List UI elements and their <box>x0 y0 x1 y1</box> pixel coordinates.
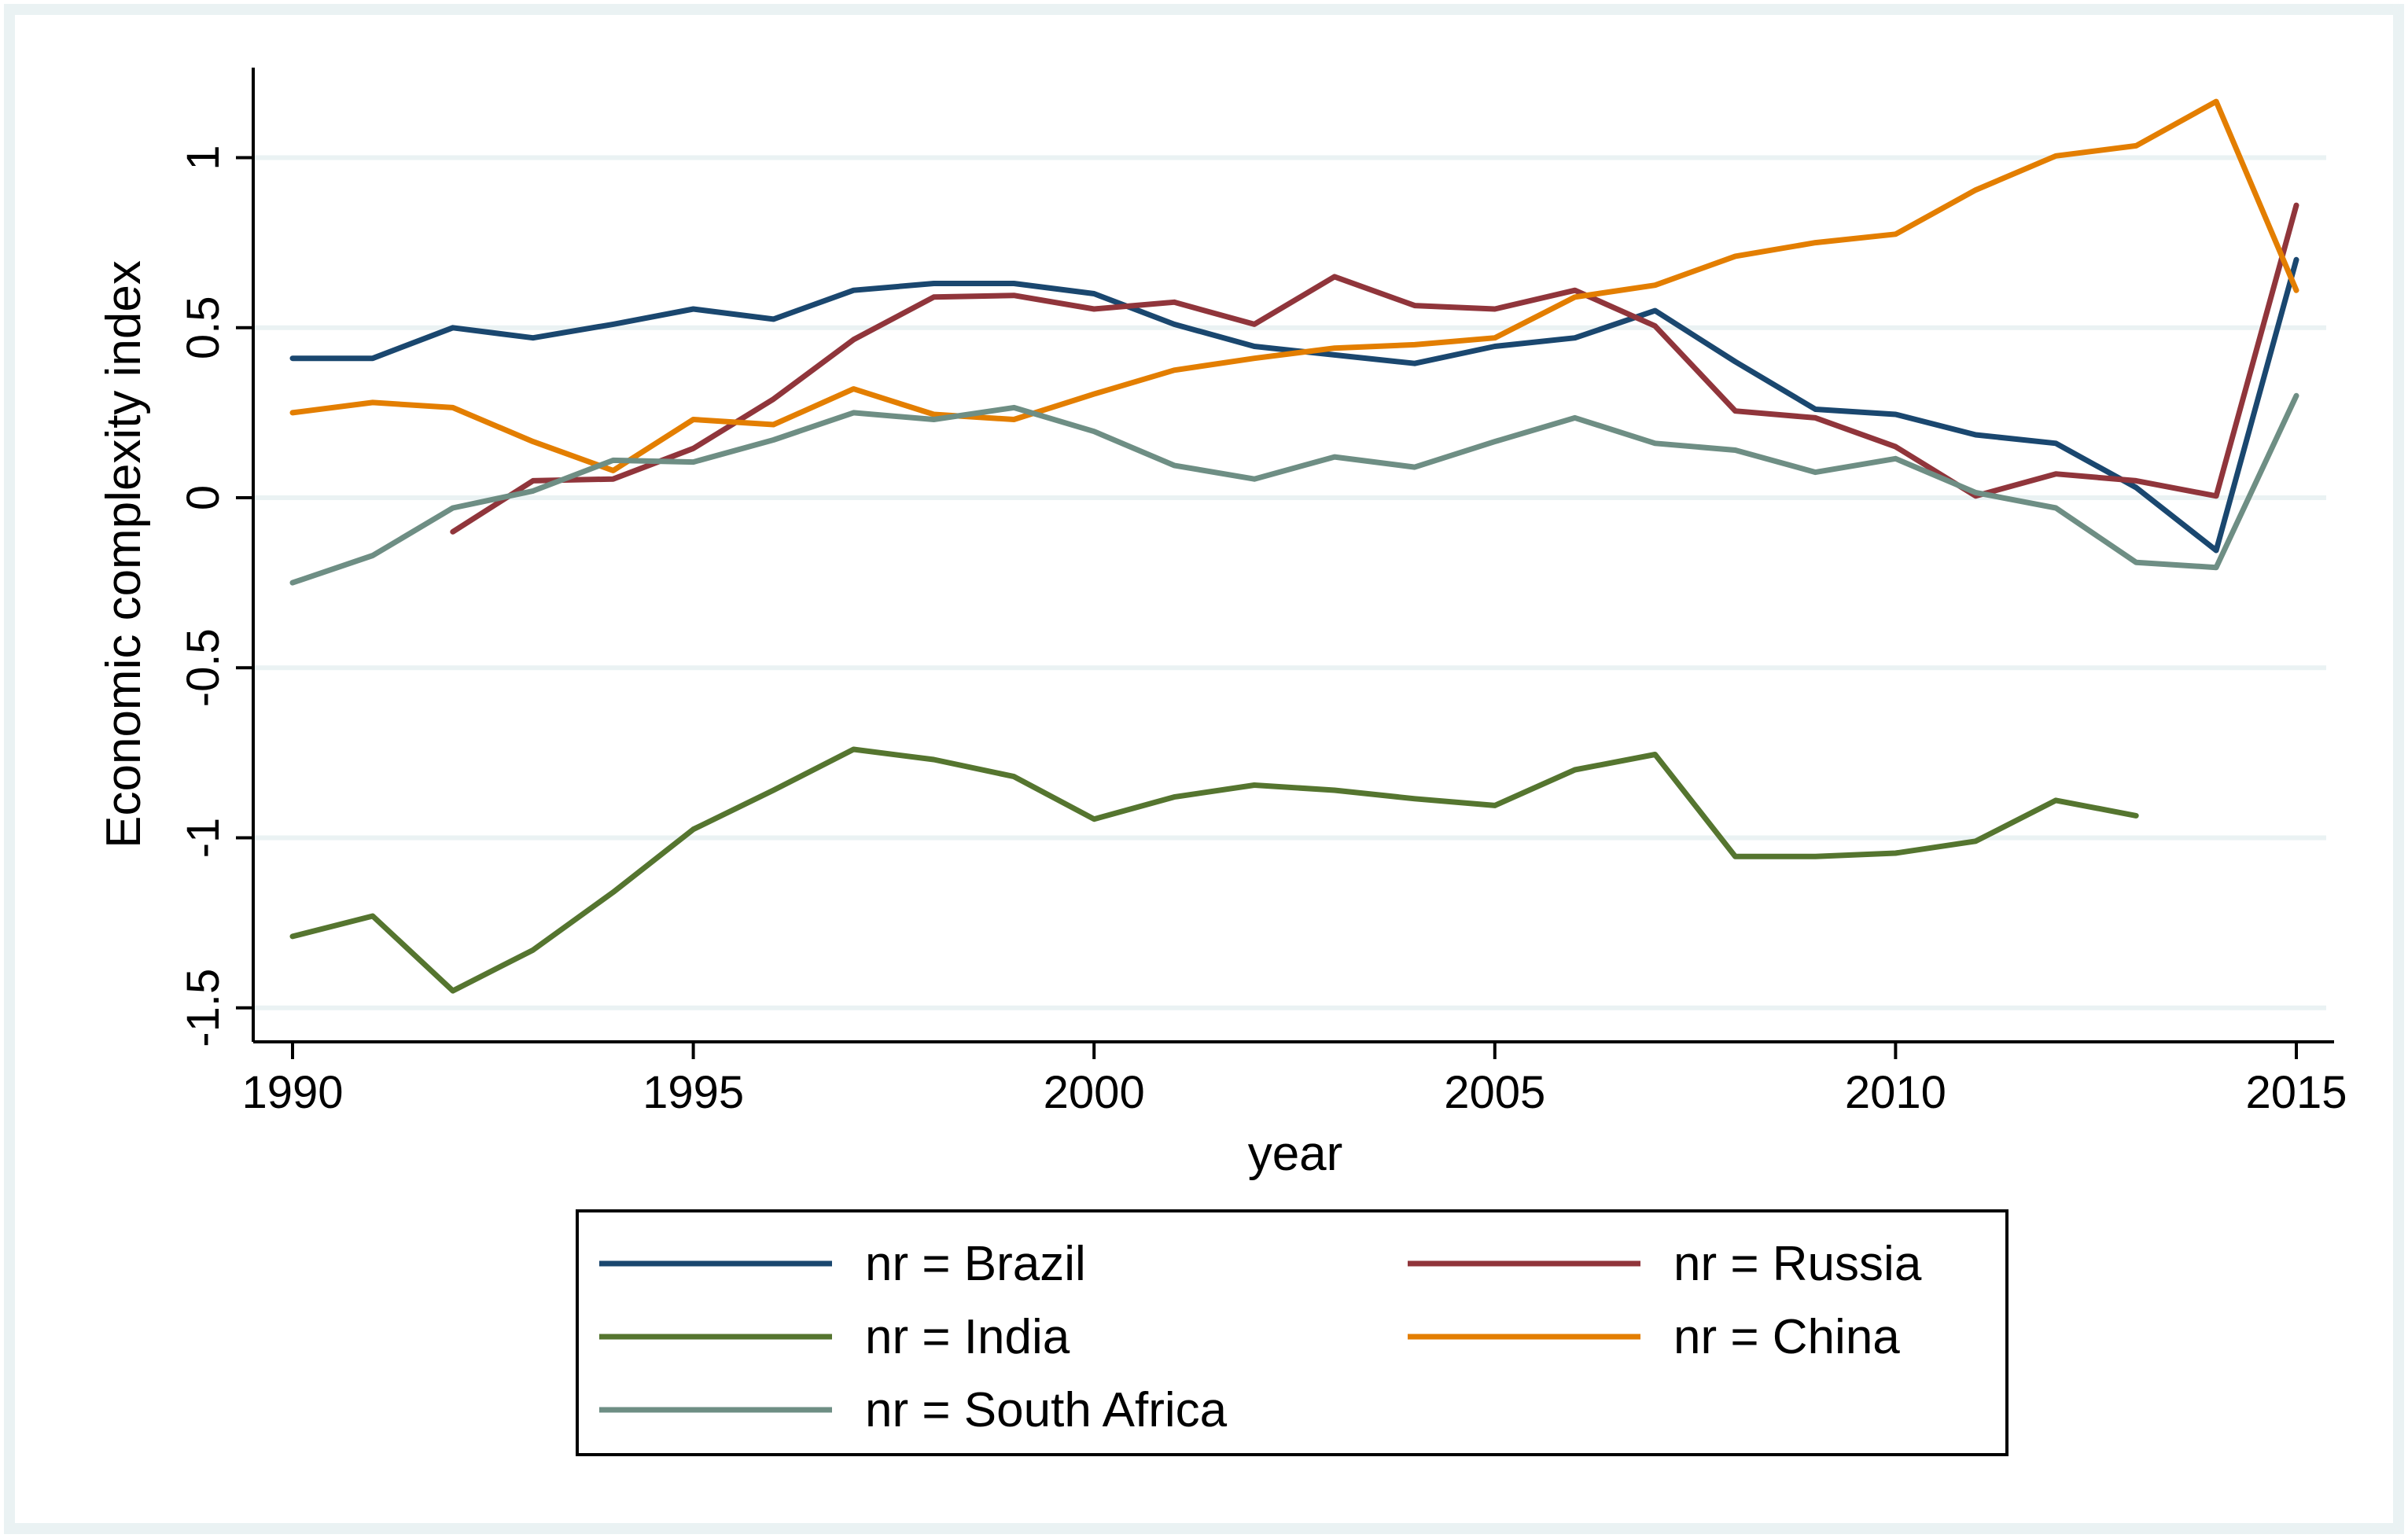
legend-box <box>576 1209 2009 1456</box>
series-lines <box>289 98 2299 994</box>
y-tick-label: -1 <box>178 818 229 859</box>
y-tick-label: -1.5 <box>178 969 229 1047</box>
legend: nr = Brazil nr = Russia nr = India nr = Chi… <box>576 1209 2009 1456</box>
legend-label-russia: nr = Russia <box>1673 1237 1922 1291</box>
x-tick-label: 1995 <box>643 1067 744 1118</box>
legend-label-china: nr = China <box>1673 1310 1900 1364</box>
series-line-russia <box>450 202 2299 535</box>
legend-label-brazil: nr = Brazil <box>865 1237 1086 1291</box>
y-tick-label: 0.5 <box>178 296 229 359</box>
x-tick-label: 1990 <box>241 1067 343 1118</box>
y-tick-label: -0.5 <box>178 628 229 707</box>
y-tick-label: 1 <box>178 145 229 170</box>
legend-label-south-africa: nr = South Africa <box>865 1383 1228 1437</box>
y-axis-title: Economic complexity index <box>97 260 151 848</box>
series-line-south-africa <box>289 392 2299 586</box>
x-tick-label: 2010 <box>1845 1067 1946 1118</box>
axes <box>252 68 2334 1043</box>
x-tick-label: 2000 <box>1044 1067 1145 1118</box>
x-axis-title: year <box>1248 1127 1343 1181</box>
series-line-india <box>289 746 2139 994</box>
x-tick-label: 2015 <box>2245 1067 2347 1118</box>
x-tick-label: 2005 <box>1444 1067 1545 1118</box>
y-tick-label: 0 <box>178 485 229 510</box>
legend-label-india: nr = India <box>865 1310 1070 1364</box>
